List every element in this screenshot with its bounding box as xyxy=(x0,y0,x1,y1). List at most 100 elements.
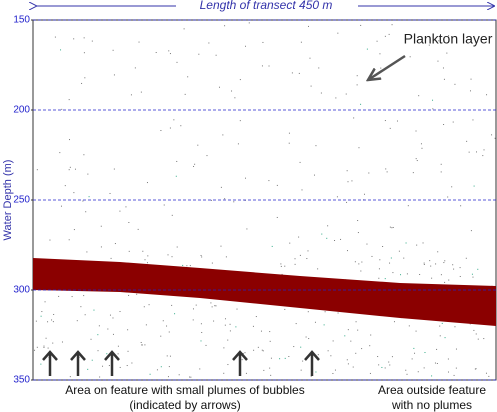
echo-dot xyxy=(117,345,119,347)
echo-dot xyxy=(53,313,55,315)
echo-dot xyxy=(428,44,430,46)
echo-dot xyxy=(131,362,133,364)
echo-dot xyxy=(113,74,115,76)
echo-dot xyxy=(361,261,363,263)
echo-dot xyxy=(234,97,236,99)
echo-dot xyxy=(347,329,349,331)
chart-title: Length of transect 450 m xyxy=(200,0,333,12)
echo-dot xyxy=(327,350,329,352)
echo-dot xyxy=(472,276,474,278)
echo-dot xyxy=(119,366,121,368)
echo-dot xyxy=(169,355,171,357)
echo-dot xyxy=(36,346,38,348)
echo-dot xyxy=(476,151,478,153)
echo-dot xyxy=(200,254,202,256)
echo-dot xyxy=(130,94,132,96)
echo-dot xyxy=(324,311,326,313)
echo-dot xyxy=(127,350,129,352)
echo-dot xyxy=(41,311,43,313)
echo-dot xyxy=(90,338,92,340)
echo-dot xyxy=(160,130,162,132)
echo-dot xyxy=(378,364,380,366)
echo-dot xyxy=(454,83,456,85)
echo-dot xyxy=(73,192,75,194)
echo-dot xyxy=(485,372,487,374)
echo-dot xyxy=(452,121,454,123)
echo-dot xyxy=(356,75,358,77)
echo-dot xyxy=(380,67,382,69)
echo-dot xyxy=(346,170,348,172)
echo-dot xyxy=(431,277,433,279)
echo-dot xyxy=(119,210,121,212)
echo-dot xyxy=(82,200,84,202)
echo-dot xyxy=(261,65,263,67)
echo-dot xyxy=(108,365,110,367)
annotation: with no plumes xyxy=(391,398,472,412)
echo-dot xyxy=(475,368,477,370)
echo-dot xyxy=(173,119,175,121)
echo-dot xyxy=(182,264,184,266)
echo-dot xyxy=(347,181,349,183)
echo-dot xyxy=(300,346,302,348)
echo-dot xyxy=(389,127,391,129)
echo-dot xyxy=(163,204,165,206)
echo-dot xyxy=(438,40,440,42)
echo-dot xyxy=(83,295,85,297)
echo-dot xyxy=(114,243,116,245)
echo-dot xyxy=(439,335,441,337)
echo-dot xyxy=(466,140,468,142)
echo-dot xyxy=(192,319,194,321)
echo-dot xyxy=(237,143,239,145)
echo-dot xyxy=(68,99,70,101)
echo-dot xyxy=(429,260,431,262)
echo-dot xyxy=(224,198,226,200)
echo-dot xyxy=(382,246,384,248)
echo-dot xyxy=(470,78,472,80)
echo-dot xyxy=(276,184,278,186)
echo-dot xyxy=(174,313,176,315)
echo-dot xyxy=(483,149,485,151)
echo-dot xyxy=(444,260,446,262)
echo-dot xyxy=(459,267,461,269)
echo-dot xyxy=(334,369,336,371)
echo-dot xyxy=(443,262,445,264)
echo-dot xyxy=(83,154,85,156)
echo-dot xyxy=(102,365,104,367)
echo-dot xyxy=(35,320,37,322)
echo-dot xyxy=(210,199,212,201)
echo-dot xyxy=(323,324,325,326)
echo-dot xyxy=(299,254,301,256)
echo-dot xyxy=(309,57,311,59)
echo-dot xyxy=(447,371,449,373)
echo-dot xyxy=(149,373,151,375)
echo-dot xyxy=(107,328,109,330)
echo-dot xyxy=(361,348,363,350)
echo-dot xyxy=(244,177,246,179)
echo-dot xyxy=(83,37,85,39)
echo-dot xyxy=(353,117,355,119)
echo-dot xyxy=(99,376,101,378)
plume-arrows xyxy=(42,350,320,376)
echo-dot xyxy=(390,257,392,259)
echo-dot xyxy=(455,367,457,369)
echo-dot xyxy=(54,36,56,38)
echo-dot xyxy=(213,320,215,322)
echo-dot xyxy=(40,363,42,365)
title-bg xyxy=(176,0,358,14)
echo-dot xyxy=(430,265,432,267)
echo-dot xyxy=(460,205,462,207)
echo-dot xyxy=(369,345,371,347)
echo-dot xyxy=(440,163,442,165)
echo-dot xyxy=(205,344,207,346)
echo-dot xyxy=(36,169,38,171)
echo-dot xyxy=(73,229,75,231)
echo-dot xyxy=(317,268,319,270)
echo-dot xyxy=(346,201,348,203)
echo-dot xyxy=(223,347,225,349)
echo-dot xyxy=(366,243,368,245)
echo-dot xyxy=(284,308,286,310)
echo-dot xyxy=(378,268,380,270)
echo-dot xyxy=(52,321,54,323)
echo-dot xyxy=(248,22,250,24)
echo-dot xyxy=(270,357,272,359)
